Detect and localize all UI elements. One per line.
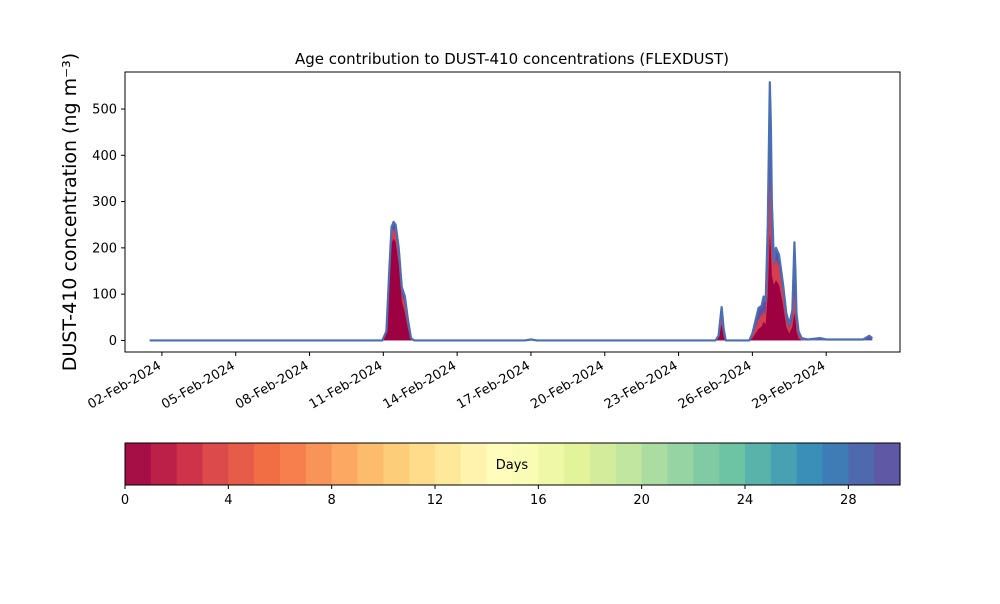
colorbar-tick-label: 4 [224, 493, 232, 508]
colorbar-swatch [745, 443, 772, 485]
colorbar-swatch [874, 443, 901, 485]
colorbar-swatch [486, 443, 514, 485]
colorbar-swatch [822, 443, 849, 485]
x-tick-label: 23-Feb-2024 [602, 358, 681, 412]
y-tick-label: 200 [92, 241, 117, 256]
colorbar-swatch [667, 443, 694, 485]
y-tick-label: 400 [92, 149, 117, 164]
colorbar-swatch [357, 443, 384, 485]
colorbar-tick-label: 12 [427, 493, 444, 508]
colorbar-swatch [331, 443, 359, 485]
colorbar-tick-label: 24 [737, 493, 754, 508]
plot-area: 0 100 200 300 400 500 02-Feb-202405-Feb-202408… [85, 71, 901, 412]
colorbar-swatch [202, 443, 229, 485]
colorbar-swatch [719, 443, 746, 485]
colorbar-tick-label: 16 [530, 493, 547, 508]
colorbar-swatch [615, 443, 643, 485]
area-series-2 [149, 233, 873, 341]
colorbar-swatch [228, 443, 255, 485]
colorbar-frame [124, 442, 901, 486]
envelope-line [149, 81, 873, 342]
x-tick-label: 17-Feb-2024 [454, 358, 533, 412]
colorbar-swatch [305, 443, 333, 485]
colorbar-tick-label: 28 [840, 493, 857, 508]
colorbar-label: Days [496, 458, 529, 473]
colorbar: 0 4 8 12 16 20 24 28 [121, 442, 901, 508]
plot-frame [124, 71, 901, 353]
y-axis-label: DUST-410 concentration (ng m⁻³) [59, 53, 81, 371]
y-tick-label: 300 [92, 195, 117, 210]
colorbar-swatch [770, 443, 798, 485]
colorbar-swatch [512, 443, 539, 485]
y-tick-label: 500 [92, 103, 117, 118]
y-tick-label: 0 [109, 334, 117, 349]
colorbar-swatch [409, 443, 436, 485]
x-tick-label: 02-Feb-2024 [85, 358, 164, 412]
colorbar-tick-label: 8 [328, 493, 336, 508]
colorbar-swatch [125, 443, 152, 485]
x-tick-label: 11-Feb-2024 [307, 358, 386, 412]
colorbar-tick-label: 20 [633, 493, 650, 508]
colorbar-swatch [796, 443, 824, 485]
colorbar-swatch [460, 443, 488, 485]
colorbar-tick-label: 0 [121, 493, 129, 508]
x-tick-label: 26-Feb-2024 [676, 358, 755, 412]
x-tick-label: 05-Feb-2024 [159, 358, 238, 412]
x-tick-label: 08-Feb-2024 [233, 358, 312, 412]
colorbar-swatch [150, 443, 178, 485]
x-tick-label: 20-Feb-2024 [528, 358, 607, 412]
colorbar-swatch [848, 443, 875, 485]
x-tick-label: 14-Feb-2024 [381, 358, 460, 412]
colorbar-swatch [590, 443, 617, 485]
chart-title: Age contribution to DUST-410 concentrati… [295, 50, 729, 68]
colorbar-swatch [383, 443, 410, 485]
colorbar-swatch [280, 443, 307, 485]
colorbar-swatch [176, 443, 204, 485]
colorbar-swatch [693, 443, 720, 485]
area-series-1 [149, 178, 873, 341]
colorbar-swatch [435, 443, 462, 485]
y-tick-label: 100 [92, 288, 117, 303]
area-series-0 [149, 82, 873, 341]
x-tick-label: 29-Feb-2024 [750, 358, 829, 412]
colorbar-swatch [564, 443, 591, 485]
colorbar-swatch [254, 443, 281, 485]
colorbar-swatch [538, 443, 565, 485]
colorbar-swatch [641, 443, 669, 485]
